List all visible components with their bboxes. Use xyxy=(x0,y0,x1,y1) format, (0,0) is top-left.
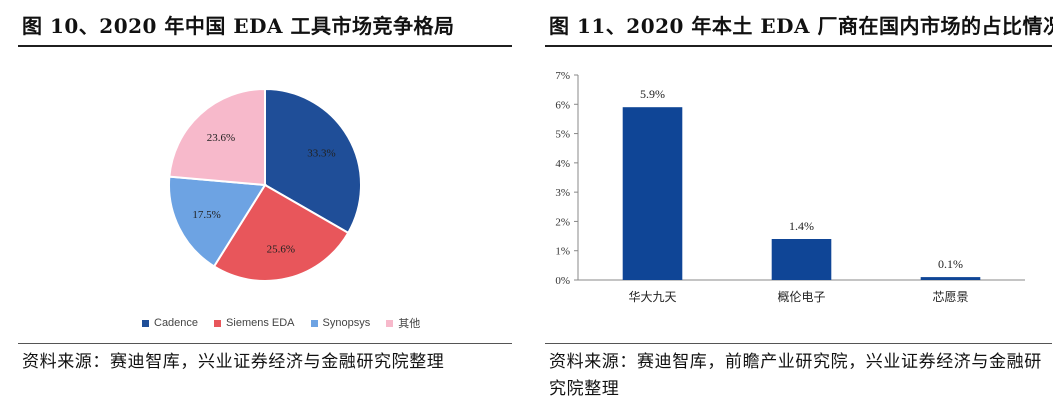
legend-label: 其他 xyxy=(398,318,421,330)
pie-data-label: 25.6% xyxy=(267,243,295,255)
x-category-label: 华大九天 xyxy=(628,290,676,304)
legend-item-synopsys: Synopsys xyxy=(310,315,371,331)
title-divider xyxy=(545,45,1052,47)
legend-item-cadence: Cadence xyxy=(142,315,198,331)
figure-10-panel: 图 10、2020 年中国 EDA 工具市场竞争格局 33.3% 25.6% 17.… xyxy=(0,0,515,408)
pie-slice-item-3 xyxy=(168,87,266,187)
figure-10-source: 资料来源：赛迪智库，兴业证券经济与金融研究院整理 xyxy=(22,352,445,372)
x-category-label: 芯愿景 xyxy=(932,290,968,304)
source-divider xyxy=(18,343,512,344)
legend-item-item-3: 其他 xyxy=(386,315,420,331)
bar-item-0 xyxy=(622,107,683,280)
y-tick-label: 5% xyxy=(555,129,570,141)
legend-swatch xyxy=(214,319,222,327)
pie-slice-synopsys xyxy=(168,175,267,268)
bar-data-label: 1.4% xyxy=(789,219,814,233)
bar-item-2 xyxy=(920,277,981,280)
legend-label: Siemens EDA xyxy=(226,317,295,329)
y-tick-label: 6% xyxy=(555,99,570,111)
bar-data-label: 5.9% xyxy=(640,87,665,101)
pie-slice-cadence xyxy=(264,87,362,235)
legend-label: Synopsys xyxy=(322,317,371,329)
y-tick-label: 4% xyxy=(555,158,570,170)
legend-swatch xyxy=(310,319,318,327)
y-tick-label: 2% xyxy=(555,216,570,228)
pie-slice-siemens-eda xyxy=(212,183,350,282)
legend-swatch xyxy=(386,319,394,327)
figure-11-source: 资料来源：赛迪智库，前瞻产业研究院，兴业证券经济与金融研究院整理 xyxy=(549,352,1042,399)
y-tick-label: 1% xyxy=(555,246,570,258)
figure-11-panel: 图 11、2020 年本土 EDA 厂商在国内市场的占比情况 0% 1% 2% 3% 4… xyxy=(537,0,1053,408)
pie-chart: 33.3% 25.6% 17.5% 23.6% xyxy=(168,87,362,282)
y-tick-label: 3% xyxy=(555,187,570,199)
title-divider xyxy=(18,45,512,47)
legend-item-siemens-eda: Siemens EDA xyxy=(214,315,295,331)
pie-data-label: 17.5% xyxy=(192,209,220,221)
bar-data-label: 0.1% xyxy=(938,257,963,271)
pie-legend: Cadence Siemens EDA Synopsys 其他 xyxy=(142,315,420,331)
figure-10-title: 图 10、2020 年中国 EDA 工具市场竞争格局 xyxy=(22,14,455,38)
y-tick-label: 0% xyxy=(555,275,570,287)
legend-swatch xyxy=(142,319,149,327)
legend-label: Cadence xyxy=(154,317,199,329)
pie-data-label: 23.6% xyxy=(207,132,235,144)
pie-data-label: 33.3% xyxy=(307,147,335,159)
source-divider xyxy=(545,343,1052,344)
x-category-label: 概伦电子 xyxy=(777,289,825,304)
bar-chart: 0% 1% 2% 3% 4% 5% 6% 7% 5.9% 华大九天 1.4% 概伦电子 0.1% 芯愿景 xyxy=(555,70,1025,304)
figure-11-title: 图 11、2020 年本土 EDA 厂商在国内市场的占比情况 xyxy=(549,14,1053,38)
bar-item-1 xyxy=(771,239,832,280)
y-tick-label: 7% xyxy=(555,70,570,82)
